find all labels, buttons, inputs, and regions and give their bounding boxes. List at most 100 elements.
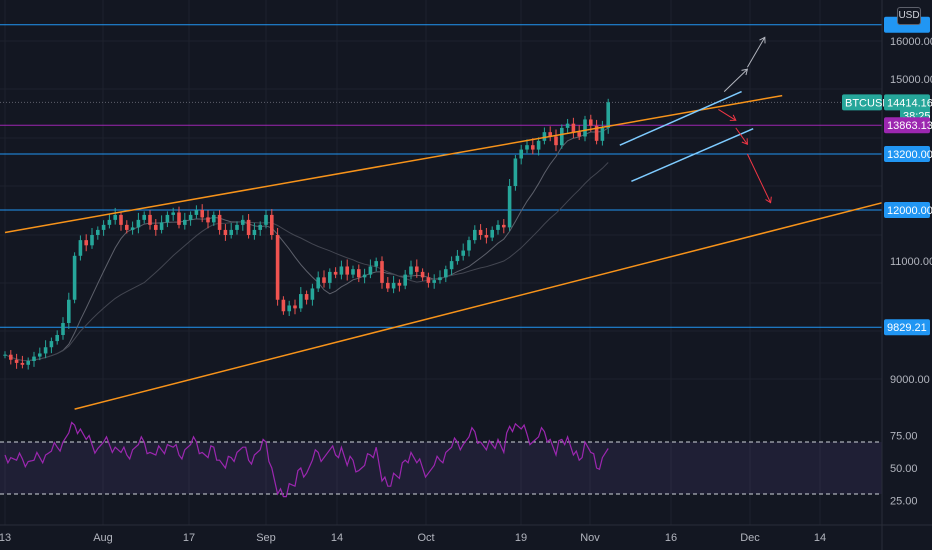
candle[interactable] <box>594 125 599 141</box>
candle[interactable] <box>188 214 193 220</box>
price-axis[interactable]: 16000.00 15000.00 11000.00 9000.00 75.00 50.0… <box>881 0 932 550</box>
candle[interactable] <box>258 224 262 230</box>
candle[interactable] <box>275 235 280 300</box>
candle[interactable] <box>206 217 210 223</box>
candle[interactable] <box>362 274 367 278</box>
candle[interactable] <box>391 282 396 289</box>
candle[interactable] <box>299 294 303 309</box>
candle[interactable] <box>229 229 233 236</box>
candle[interactable] <box>287 305 291 312</box>
candle[interactable] <box>531 145 535 150</box>
projection-arrow[interactable] <box>735 127 748 145</box>
candle[interactable] <box>548 132 552 137</box>
candle[interactable] <box>14 359 19 363</box>
candle[interactable] <box>455 255 460 262</box>
candle[interactable] <box>252 229 257 236</box>
candle[interactable] <box>426 277 431 283</box>
candle[interactable] <box>20 362 25 365</box>
candle[interactable] <box>159 222 164 230</box>
candle[interactable] <box>194 210 199 215</box>
candle[interactable] <box>264 214 268 225</box>
candle[interactable] <box>72 255 77 300</box>
candle[interactable] <box>461 250 465 256</box>
candle[interactable] <box>107 219 112 225</box>
candle[interactable] <box>154 224 158 230</box>
candle[interactable] <box>322 277 326 283</box>
candle[interactable] <box>212 214 216 223</box>
candlestick-series[interactable] <box>3 98 610 370</box>
candle[interactable] <box>339 266 344 275</box>
candle[interactable] <box>374 261 378 267</box>
trendline-rising-wedge-top[interactable] <box>619 90 742 146</box>
candle[interactable] <box>409 266 413 275</box>
candle[interactable] <box>32 356 36 362</box>
candle[interactable] <box>583 119 587 137</box>
candle[interactable] <box>38 353 42 357</box>
candle[interactable] <box>246 219 251 236</box>
candle[interactable] <box>316 277 320 289</box>
candle[interactable] <box>600 127 605 141</box>
candle[interactable] <box>565 123 570 128</box>
candle[interactable] <box>386 282 390 289</box>
candle[interactable] <box>351 269 355 275</box>
candle[interactable] <box>177 212 181 225</box>
candle[interactable] <box>310 288 315 300</box>
rsi-panel[interactable] <box>0 421 882 498</box>
candle[interactable] <box>519 149 523 159</box>
candle[interactable] <box>357 269 361 278</box>
candle[interactable] <box>328 271 332 283</box>
candle[interactable] <box>478 229 483 236</box>
candle[interactable] <box>490 229 494 238</box>
projection-arrows[interactable] <box>718 36 772 204</box>
candle[interactable] <box>554 136 558 146</box>
candle[interactable] <box>444 269 448 278</box>
candle[interactable] <box>142 214 146 220</box>
candle[interactable] <box>345 266 349 275</box>
candle[interactable] <box>96 229 100 236</box>
candle[interactable] <box>525 145 529 150</box>
candle[interactable] <box>200 210 204 218</box>
candle[interactable] <box>84 240 88 246</box>
candle[interactable] <box>403 274 407 286</box>
projection-arrow[interactable] <box>723 68 748 92</box>
candle[interactable] <box>420 271 425 278</box>
candle[interactable] <box>125 224 129 230</box>
candle[interactable] <box>78 240 83 256</box>
candle[interactable] <box>449 261 454 270</box>
candle[interactable] <box>589 119 593 126</box>
candle[interactable] <box>507 186 512 228</box>
candle[interactable] <box>235 224 239 230</box>
candle[interactable] <box>9 354 13 360</box>
candle[interactable] <box>415 266 419 272</box>
candle[interactable] <box>560 127 564 146</box>
candle[interactable] <box>513 158 518 187</box>
projection-arrow[interactable] <box>718 109 737 121</box>
candle[interactable] <box>136 219 141 228</box>
candle[interactable] <box>241 219 245 225</box>
rsi-line[interactable] <box>4 421 609 498</box>
horizontal-levels[interactable] <box>0 24 882 328</box>
candle[interactable] <box>183 219 187 225</box>
candle[interactable] <box>49 341 54 348</box>
trendline-lower-channel[interactable] <box>74 168 932 410</box>
candle[interactable] <box>571 123 576 133</box>
candle[interactable] <box>577 132 581 137</box>
candle[interactable] <box>397 282 402 286</box>
candle[interactable] <box>333 271 338 275</box>
candle[interactable] <box>165 214 170 223</box>
currency-badge[interactable]: USD <box>897 7 921 25</box>
candle[interactable] <box>484 235 489 238</box>
candle[interactable] <box>432 280 436 283</box>
projection-arrow[interactable] <box>746 37 766 68</box>
candle[interactable] <box>3 354 7 356</box>
candle[interactable] <box>171 212 175 215</box>
candle[interactable] <box>368 266 373 275</box>
candle[interactable] <box>473 229 477 241</box>
candle[interactable] <box>43 347 48 354</box>
candle[interactable] <box>438 277 442 281</box>
candle[interactable] <box>101 224 106 230</box>
trendline-upper-channel[interactable] <box>4 94 783 234</box>
trendline-rising-wedge-bottom[interactable] <box>631 128 754 183</box>
candle[interactable] <box>61 323 65 335</box>
